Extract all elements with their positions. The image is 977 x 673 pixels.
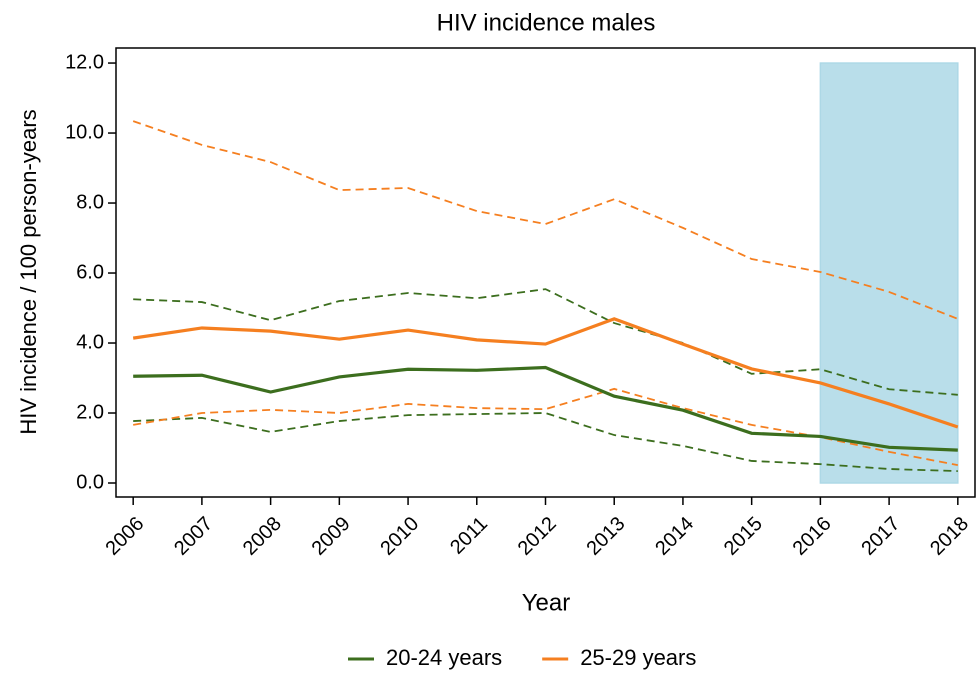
y-tick-label: 2.0 xyxy=(76,401,104,423)
series-line xyxy=(133,365,958,452)
x-tick-label: 2018 xyxy=(926,513,973,560)
chart-title: HIV incidence males xyxy=(437,9,656,36)
y-tick-label: 6.0 xyxy=(76,261,104,283)
x-tick-label: 2007 xyxy=(170,513,217,560)
x-tick-label: 2008 xyxy=(239,513,286,560)
interval-line xyxy=(133,412,958,473)
x-tick-label: 2010 xyxy=(376,513,423,560)
shaded-region xyxy=(819,62,959,484)
x-tick-label: 2014 xyxy=(651,513,698,560)
legend-label: 20-24 years xyxy=(386,645,502,670)
x-tick-label: 2016 xyxy=(789,513,836,560)
y-tick-label: 4.0 xyxy=(76,331,104,353)
x-tick-label: 2012 xyxy=(514,513,561,560)
x-axis-label: Year xyxy=(522,589,571,616)
x-tick-label: 2017 xyxy=(857,513,904,560)
x-tick-label: 2013 xyxy=(582,513,629,560)
y-axis-label: HIV incidence / 100 person-years xyxy=(16,109,41,434)
x-tick-label: 2011 xyxy=(446,513,492,559)
y-tick-label: 8.0 xyxy=(76,191,104,213)
x-tick-label: 2006 xyxy=(101,513,148,560)
x-tick-label: 2009 xyxy=(308,513,355,560)
series-line xyxy=(132,317,959,429)
x-tick-label: 2015 xyxy=(720,513,767,560)
legend-label: 25-29 years xyxy=(580,645,696,670)
interval-line xyxy=(132,120,959,320)
y-tick-label: 0.0 xyxy=(76,471,104,493)
interval-line xyxy=(133,288,958,396)
y-tick-label: 10.0 xyxy=(65,121,104,143)
y-tick-label: 12.0 xyxy=(65,51,104,73)
